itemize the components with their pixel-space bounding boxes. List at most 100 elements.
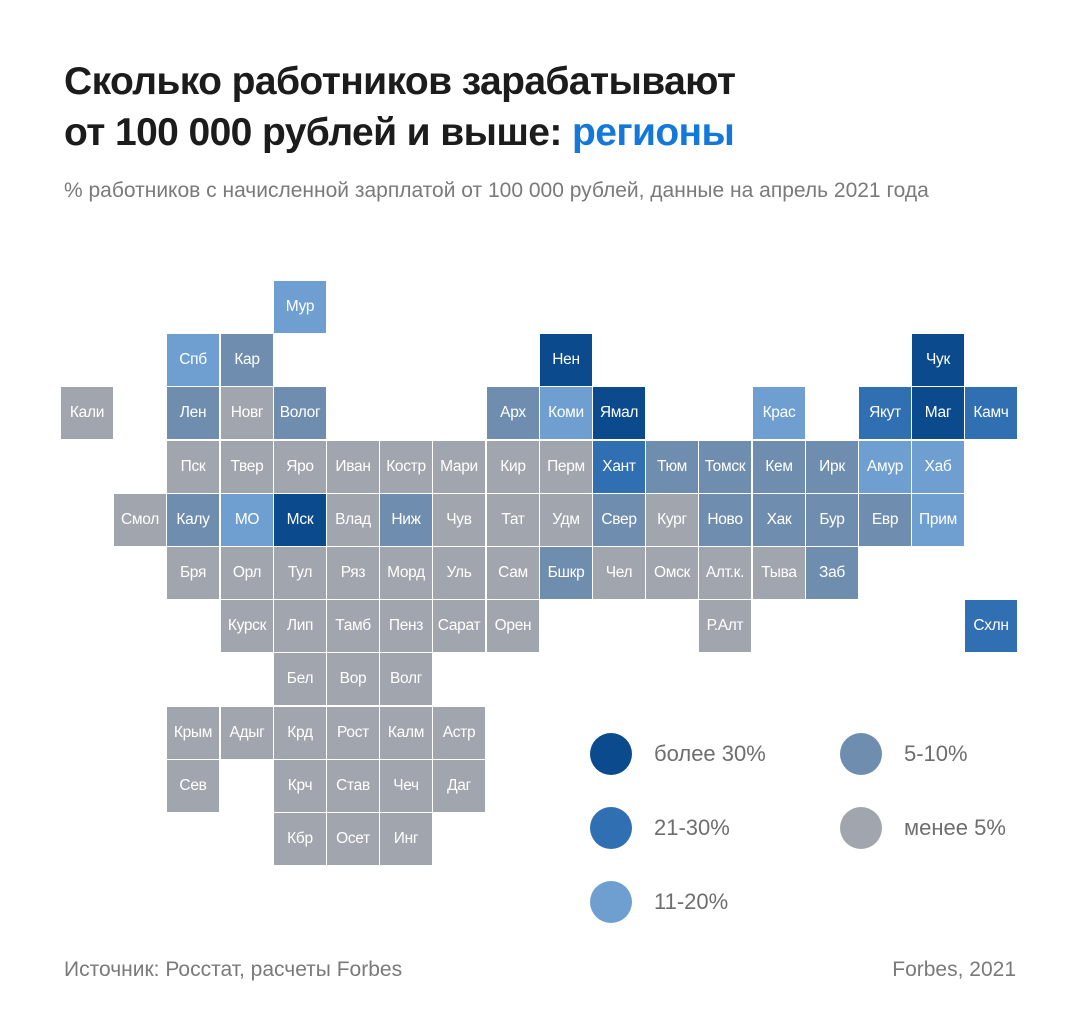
region-tile: Томск [699, 441, 751, 493]
region-tile: Став [327, 760, 379, 812]
legend-label: 5-10% [904, 741, 968, 766]
region-tile: Орл [221, 547, 273, 599]
region-tile: Морд [380, 547, 432, 599]
legend-item-21-30: 21-30% [590, 807, 730, 849]
region-tile: Костр [380, 441, 432, 493]
region-tile: Мари [433, 441, 485, 493]
region-tile: Кбр [274, 813, 326, 865]
region-tile: Бур [806, 494, 858, 546]
region-tile: Чел [593, 547, 645, 599]
region-tile: Смол [114, 494, 166, 546]
region-tile: Кар [221, 334, 273, 386]
region-tile: Нен [540, 334, 592, 386]
region-tile: Удм [540, 494, 592, 546]
region-tile: Чук [912, 334, 964, 386]
region-tile: Ряз [327, 547, 379, 599]
region-tile: Якут [859, 387, 911, 439]
region-tile: Ниж [380, 494, 432, 546]
legend-swatch-11-20 [590, 881, 632, 923]
title-line-2: от 100 000 рублей и выше: [64, 111, 572, 154]
legend-item-5-10: 5-10% [840, 733, 968, 775]
region-tile: Чув [433, 494, 485, 546]
region-tile: Кург [646, 494, 698, 546]
region-tile: Калу [167, 494, 219, 546]
region-tile: Лен [167, 387, 219, 439]
region-tile: Пенз [380, 600, 432, 652]
region-tile: Хак [753, 494, 805, 546]
region-tile: Твер [221, 441, 273, 493]
region-tile: Влад [327, 494, 379, 546]
region-tile: Амур [859, 441, 911, 493]
region-tile: Спб [167, 334, 219, 386]
region-tile: Хаб [912, 441, 964, 493]
region-tile: Омск [646, 547, 698, 599]
legend-label: менее 5% [904, 815, 1006, 840]
region-tile: Кали [61, 387, 113, 439]
title-accent: регионы [572, 111, 735, 154]
region-tile: Крд [274, 707, 326, 759]
region-tile: Ямал [593, 387, 645, 439]
region-tile: Тат [487, 494, 539, 546]
region-tile: Тамб [327, 600, 379, 652]
region-tile: Сам [487, 547, 539, 599]
region-tile: Пск [167, 441, 219, 493]
region-tile: Чеч [380, 760, 432, 812]
legend-swatch-5-10 [840, 733, 882, 775]
legend-item-over30: более 30% [590, 733, 766, 775]
region-tile: Перм [540, 441, 592, 493]
region-tile: Арх [487, 387, 539, 439]
region-tile: МО [221, 494, 273, 546]
legend-label: 11-20% [654, 889, 729, 914]
region-tile: Вор [327, 653, 379, 705]
legend-item-11-20: 11-20% [590, 881, 728, 923]
region-tile: Тыва [753, 547, 805, 599]
legend-item-under5: менее 5% [840, 807, 1006, 849]
region-tile: Ирк [806, 441, 858, 493]
region-tile: Тул [274, 547, 326, 599]
region-tile: Р.Алт [699, 600, 751, 652]
region-tile: Свер [593, 494, 645, 546]
region-tile: Курск [221, 600, 273, 652]
credit-note: Forbes, 2021 [892, 958, 1016, 981]
legend-swatch-over30 [590, 733, 632, 775]
title-line-1: Сколько работников зарабатывают [64, 60, 736, 103]
region-tile: Волог [274, 387, 326, 439]
region-tile: Бел [274, 653, 326, 705]
legend-swatch-21-30 [590, 807, 632, 849]
legend-swatch-under5 [840, 807, 882, 849]
legend-label: 21-30% [654, 815, 730, 840]
region-tile: Орен [487, 600, 539, 652]
chart-title: Сколько работников зарабатывают от 100 0… [64, 56, 736, 158]
region-tile: Лип [274, 600, 326, 652]
region-tile: Тюм [646, 441, 698, 493]
region-tile: Уль [433, 547, 485, 599]
region-tile: Ново [699, 494, 751, 546]
region-tile: Мск [274, 494, 326, 546]
region-tile: Евр [859, 494, 911, 546]
region-tile: Коми [540, 387, 592, 439]
region-tile: Инг [380, 813, 432, 865]
region-tile: Крым [167, 707, 219, 759]
region-tile: Яро [274, 441, 326, 493]
region-tile: Рост [327, 707, 379, 759]
region-tile: Крч [274, 760, 326, 812]
region-tile: Волг [380, 653, 432, 705]
region-tile: Астр [433, 707, 485, 759]
source-note: Источник: Росстат, расчеты Forbes [64, 958, 403, 981]
region-tile: Новг [221, 387, 273, 439]
region-tile: Заб [806, 547, 858, 599]
region-tile: Хант [593, 441, 645, 493]
region-tile: Бшкр [540, 547, 592, 599]
region-tile: Адыг [221, 707, 273, 759]
region-tile: Алт.к. [699, 547, 751, 599]
region-tile: Маг [912, 387, 964, 439]
region-tile: Камч [965, 387, 1017, 439]
region-tile: Сев [167, 760, 219, 812]
chart-subtitle: % работников с начисленной зарплатой от … [64, 179, 929, 202]
region-tile: Бря [167, 547, 219, 599]
region-tile: Калм [380, 707, 432, 759]
region-tile: Крас [753, 387, 805, 439]
region-tile: Кем [753, 441, 805, 493]
legend-label: более 30% [654, 741, 766, 766]
